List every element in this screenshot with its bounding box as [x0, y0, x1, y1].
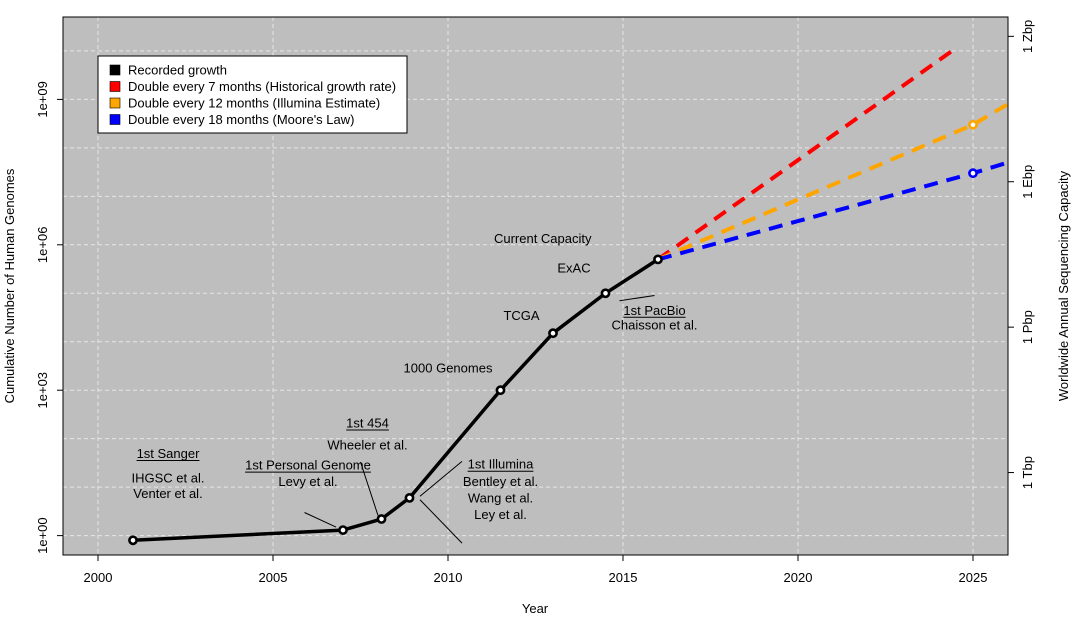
legend-label: Double every 12 months (Illumina Estimat…: [128, 96, 380, 111]
plot-frame: [62, 16, 1009, 556]
data-point: [338, 525, 348, 535]
y-tick-label: 1e+06: [35, 227, 50, 264]
y-axis-label-right: Worldwide Annual Sequencing Capacity: [1056, 170, 1071, 401]
annotation-label: Bentley et al.: [463, 474, 538, 489]
annotation-label: Current Capacity: [494, 231, 592, 246]
x-tick-label: 2000: [84, 570, 113, 585]
annotation-heading: 1st 454: [346, 416, 389, 431]
recorded-growth-line: [132, 257, 659, 543]
right-tick-label: 1 Pbp: [1020, 310, 1035, 344]
data-point: [600, 288, 611, 299]
y-axis-right: 1 Tbp 1 Pbp 1 Ebp 1 Zbp: [1008, 20, 1035, 489]
legend-label: Double every 18 months (Moore's Law): [128, 112, 354, 127]
data-point: [495, 385, 506, 396]
legend-label: Recorded growth: [128, 63, 227, 78]
x-axis-label: Year: [522, 601, 549, 616]
x-tick-label: 2010: [434, 570, 463, 585]
projection-point: [968, 168, 978, 179]
projection-point: [968, 119, 978, 130]
annotation-label: Chaisson et al.: [612, 317, 698, 332]
y-tick-label: 1e+03: [35, 372, 50, 409]
y-tick-label: 1e+09: [35, 81, 50, 118]
legend-label: Double every 7 months (Historical growth…: [128, 79, 396, 94]
leader-line: [419, 460, 463, 497]
series-points: [128, 119, 978, 546]
annotation-heading: 1st Illumina: [468, 457, 535, 472]
data-point: [548, 328, 558, 339]
annotation-label: Levy et al.: [278, 474, 337, 489]
legend-swatch: [109, 81, 121, 92]
right-tick-label: 1 Tbp: [1020, 456, 1035, 489]
x-tick-label: 2005: [259, 570, 288, 585]
y-tick-label: 1e+00: [35, 517, 50, 554]
x-tick-label: 2025: [959, 570, 988, 585]
x-axis: 2000 2005 2010 2015 2020 2025: [84, 555, 988, 585]
annotation-label: ExAC: [557, 260, 590, 275]
annotation-heading: 1st Sanger: [137, 446, 201, 461]
projection-line: [656, 49, 954, 262]
annotation-label: Venter et al.: [133, 486, 202, 501]
annotation-leader-lines: [304, 294, 655, 544]
y-axis-label-left: Cumulative Number of Human Genomes: [2, 168, 17, 403]
leader-line: [419, 499, 463, 544]
data-point: [404, 492, 415, 503]
data-point: [376, 514, 387, 524]
legend-swatch: [109, 97, 121, 109]
annotation-label: TCGA: [503, 308, 539, 323]
data-point: [653, 254, 663, 265]
x-tick-label: 2015: [609, 570, 638, 585]
data-point: [128, 535, 138, 546]
legend-box: [97, 55, 408, 134]
right-tick-label: 1 Ebp: [1020, 165, 1035, 199]
leader-line: [619, 294, 655, 302]
annotation-heading: 1st PacBio: [623, 303, 685, 318]
annotation-label: IHGSC et al.: [132, 470, 205, 485]
legend-swatch: [109, 64, 121, 76]
leader-line: [304, 512, 337, 528]
projection-line: [657, 102, 1008, 262]
annotation-heading: 1st Personal Genome: [245, 458, 371, 473]
annotation-label: Wheeler et al.: [327, 437, 407, 452]
legend-swatch: [109, 114, 121, 125]
y-axis-left: 1e+00 1e+03 1e+06 1e+09: [35, 81, 63, 554]
annotation-label: 1000 Genomes: [404, 361, 493, 376]
right-tick-label: 1 Zbp: [1020, 20, 1035, 53]
annotations: Current Capacity ExAC TCGA 1000 Genomes 1st …: [132, 231, 698, 522]
x-tick-label: 2020: [784, 570, 813, 585]
annotation-label: Wang et al.: [468, 491, 533, 506]
leader-line: [360, 461, 379, 516]
grid-lines: [63, 17, 1008, 555]
annotation-label: Ley et al.: [474, 507, 527, 522]
